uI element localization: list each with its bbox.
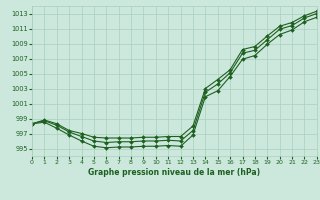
X-axis label: Graphe pression niveau de la mer (hPa): Graphe pression niveau de la mer (hPa) <box>88 168 260 177</box>
